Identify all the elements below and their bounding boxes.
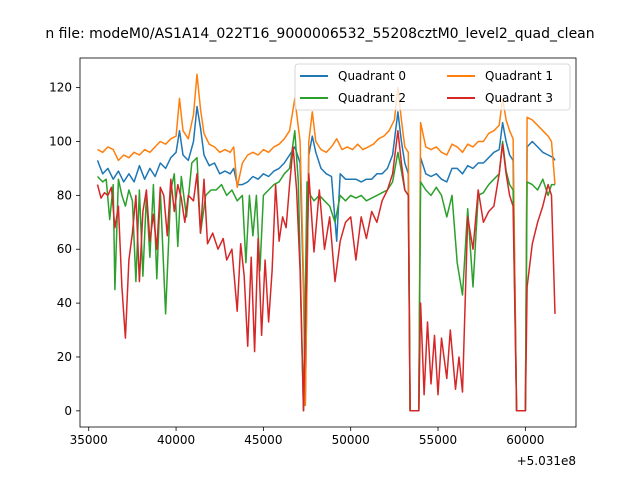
legend-label-1: Quadrant 1 [485, 69, 553, 83]
legend: Quadrant 0 Quadrant 1 Quadrant 2 Quadrant 3 [294, 63, 571, 111]
series-line-quadrant-3 [96, 129, 556, 412]
y-tick-label: 80 [57, 188, 72, 202]
y-tick-label: 120 [49, 81, 72, 95]
series-line-quadrant-0 [96, 105, 556, 412]
axis-layer: 35000 40000 45000 50000 55000 60000 0 20 40 60 80 1… [49, 81, 544, 447]
y-tick-label: 60 [57, 242, 72, 256]
x-tick-label: 55000 [419, 433, 457, 447]
x-tick-label: 45000 [244, 433, 282, 447]
plot-frame [79, 57, 577, 428]
x-tick-label: 40000 [157, 433, 195, 447]
legend-label-0: Quadrant 0 [338, 69, 406, 83]
series-layer [96, 73, 556, 412]
y-tick-label: 100 [49, 134, 72, 148]
legend-label-3: Quadrant 3 [485, 91, 553, 105]
plot-area [80, 58, 576, 427]
x-tick-label: 35000 [70, 433, 108, 447]
y-tick-label: 20 [57, 350, 72, 364]
legend-label-2: Quadrant 2 [338, 91, 406, 105]
legend-box [294, 63, 571, 111]
x-tick-label: 60000 [506, 433, 544, 447]
x-tick-label: 50000 [332, 433, 370, 447]
series-line-quadrant-1 [97, 73, 556, 412]
y-tick-label: 0 [64, 404, 72, 418]
x-offset-label: +5.031e8 [517, 454, 576, 468]
chart-title: n file: modeM0/AS1A14_022T16_9000006532_… [45, 26, 594, 42]
y-tick-label: 40 [57, 296, 72, 310]
